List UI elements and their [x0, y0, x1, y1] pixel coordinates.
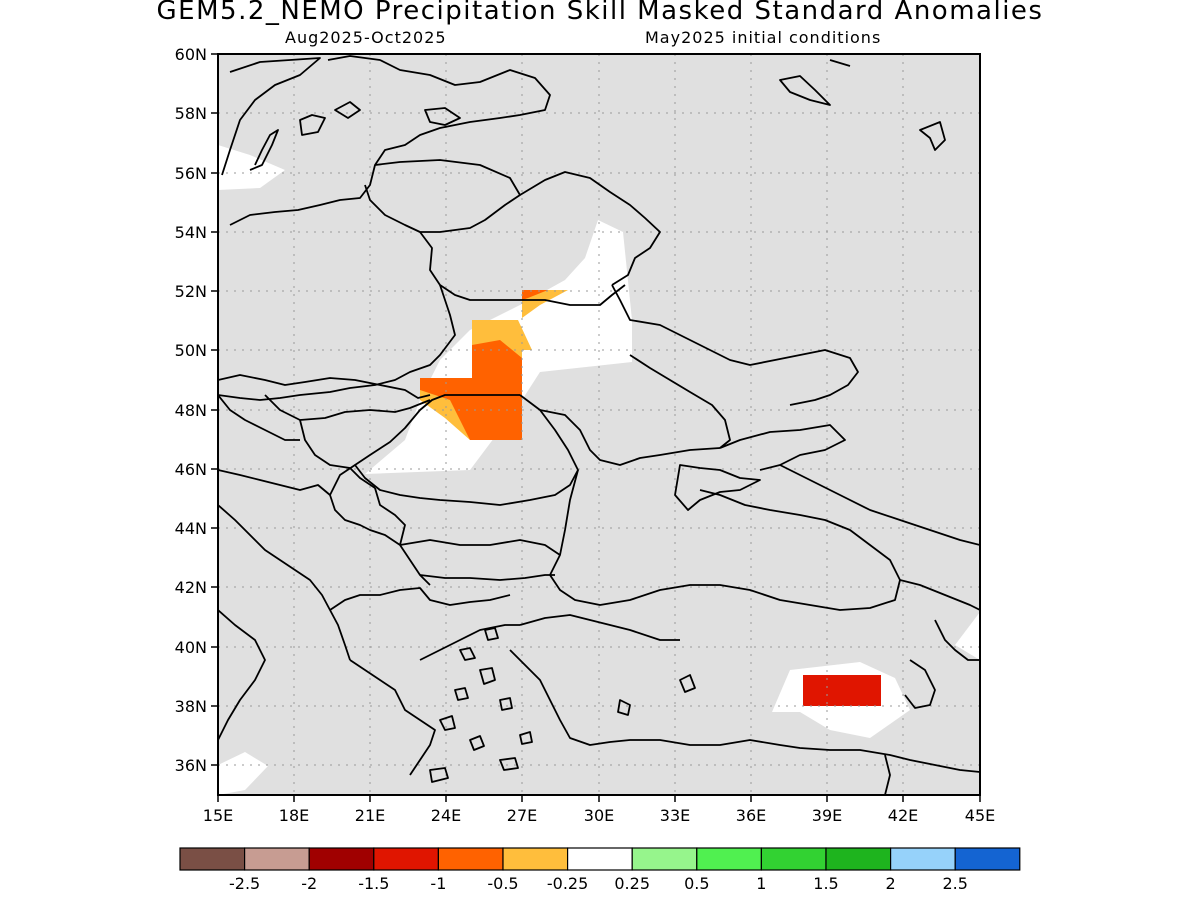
colorbar-swatch	[631, 847, 698, 871]
lon-label: 18E	[279, 806, 309, 825]
colorbar-label: 1.5	[813, 874, 838, 893]
colorbar-label: 2.5	[942, 874, 967, 893]
colorbar-label: -0.5	[487, 874, 518, 893]
colorbar-swatch	[696, 847, 762, 871]
forecast-period: Aug2025-Oct2025	[285, 28, 447, 47]
neutral-region-southeast	[955, 612, 980, 660]
grid-lines	[218, 54, 980, 795]
colorbar-swatch	[437, 847, 504, 871]
anomaly-orange	[420, 340, 522, 440]
anomaly-light-orange-north	[522, 290, 568, 318]
latitude-labels: 36N 38N 40N 42N 44N 46N 48N 50N 52N 54N …	[175, 45, 207, 775]
lat-label: 42N	[175, 578, 207, 597]
lat-label: 46N	[175, 460, 207, 479]
colorbar-label: -2	[301, 874, 317, 893]
colorbar-label: -0.25	[547, 874, 588, 893]
colorbar-label: 0.5	[684, 874, 709, 893]
lon-label: 39E	[812, 806, 842, 825]
coastlines-and-borders	[218, 55, 980, 795]
anomaly-fields	[218, 145, 980, 795]
lat-label: 50N	[175, 341, 207, 360]
colorbar-swatch	[760, 847, 827, 871]
lat-label: 44N	[175, 519, 207, 538]
lon-label: 42E	[888, 806, 918, 825]
lat-label: 60N	[175, 45, 207, 64]
lat-label: 36N	[175, 756, 207, 775]
colorbar-swatch	[244, 847, 310, 871]
lon-label: 15E	[203, 806, 233, 825]
map-title: GEM5.2_NEMO Precipitation Skill Masked S…	[156, 0, 1044, 26]
colorbar-swatch	[373, 847, 439, 871]
colorbar-swatch	[179, 847, 246, 871]
lon-label: 24E	[431, 806, 461, 825]
lon-label: 33E	[660, 806, 690, 825]
axis-ticks	[211, 53, 981, 802]
anomaly-red-turkey	[803, 675, 881, 706]
lat-label: 54N	[175, 223, 207, 242]
colorbar-swatch	[308, 847, 375, 871]
colorbar: -2.5 -2 -1.5 -1 -0.5 -0.25 0.25 0.5 1 1.5 2 2.5	[179, 847, 1021, 893]
colorbar-label: -1	[430, 874, 446, 893]
longitude-labels: 15E 18E 21E 24E 27E 30E 33E 36E 39E 42E …	[203, 806, 995, 825]
lon-label: 27E	[507, 806, 537, 825]
lat-label: 40N	[175, 638, 207, 657]
colorbar-swatch	[954, 847, 1021, 871]
colorbar-label: -2.5	[229, 874, 260, 893]
lat-label: 52N	[175, 282, 207, 301]
lat-label: 48N	[175, 401, 207, 420]
lon-label: 36E	[736, 806, 766, 825]
neutral-region-southwest	[218, 752, 268, 795]
initial-conditions: May2025 initial conditions	[645, 28, 882, 47]
colorbar-swatch	[502, 847, 569, 871]
colorbar-label: 2	[886, 874, 896, 893]
colorbar-label: 0.25	[614, 874, 650, 893]
anomaly-orange-north	[522, 290, 548, 300]
lat-label: 58N	[175, 104, 207, 123]
colorbar-swatch	[566, 847, 633, 871]
colorbar-swatch	[825, 847, 892, 871]
lon-label: 30E	[584, 806, 614, 825]
lon-label: 21E	[355, 806, 385, 825]
neutral-region-baltic	[218, 145, 285, 190]
lat-label: 38N	[175, 697, 207, 716]
colorbar-swatch	[889, 847, 956, 871]
colorbar-label: 1	[756, 874, 766, 893]
lat-label: 56N	[175, 164, 207, 183]
colorbar-label: -1.5	[358, 874, 389, 893]
lon-label: 45E	[965, 806, 995, 825]
